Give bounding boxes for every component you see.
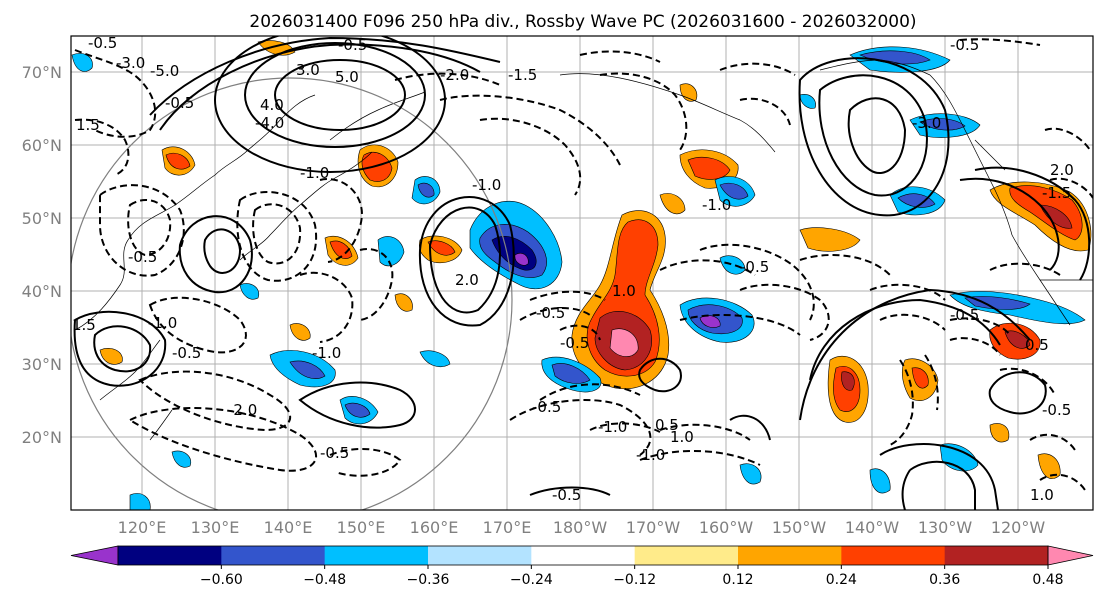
map-panel: -0.5 -3.0 -5.0 -4.0 3.0 5.0 4.0 -0.5 1.5… (71, 34, 1093, 510)
contour-label: 0.5 (1025, 336, 1049, 354)
contour-label: 0.5 (655, 416, 679, 434)
lat-label: 40°N (22, 282, 62, 301)
colorbar-tick-label: −0.48 (303, 572, 346, 588)
lat-label: 60°N (22, 136, 62, 155)
lat-label: 70°N (22, 63, 62, 82)
colorbar-tick-label: 0.12 (722, 572, 753, 588)
lon-label: 170°W (626, 518, 681, 537)
lon-label: 140°E (264, 518, 313, 537)
lon-label: 180°W (553, 518, 608, 537)
reference-circle (71, 77, 513, 510)
colorbar-swatch (324, 546, 429, 565)
colorbar-frame (117, 545, 1049, 566)
contour-label: -5.0 (150, 62, 179, 80)
contour-label: 1.0 (670, 428, 694, 446)
contour-label: -3.0 (912, 114, 941, 132)
contour-label: -1.0 (598, 418, 627, 436)
colorbar-swatch (738, 546, 842, 565)
contour-label: -0.5 (560, 334, 589, 352)
contour-label: -0.5 (338, 36, 367, 54)
contour-label: -1.5 (508, 66, 537, 84)
longitude-labels: 120°E 130°E 140°E 150°E 160°E 170°E 180°… (118, 518, 1046, 537)
colorbar-swatch (634, 546, 739, 565)
map-frame (70, 35, 1094, 511)
contour-label: 1.5 (72, 316, 96, 334)
contour-labels: -0.5 -3.0 -5.0 -4.0 3.0 5.0 4.0 -0.5 1.5… (72, 34, 1074, 504)
contour-label: -0.5 (172, 344, 201, 362)
contour-label: -0.5 (128, 248, 157, 266)
lon-label: 120°W (991, 518, 1046, 537)
contour-label: -1.5 (1042, 184, 1071, 202)
contour-label: -1.0 (300, 164, 329, 182)
contour-label: -2.0 (228, 401, 257, 419)
lon-label: 160°E (410, 518, 459, 537)
lon-label: 150°W (772, 518, 827, 537)
colorbar-swatch (531, 546, 636, 565)
lon-label: 130°W (918, 518, 973, 537)
contour-label: -2.0 (440, 66, 469, 84)
contour-label: -0.5 (532, 398, 561, 416)
contour-label: -0.5 (536, 304, 565, 322)
contour-label: 1.5 (76, 116, 100, 134)
contour-label: -0.5 (552, 486, 581, 504)
colorbar-tick-label: 0.36 (929, 572, 960, 588)
lat-label: 20°N (22, 428, 62, 447)
contour-label: 5.0 (335, 68, 359, 86)
contour-label: -1.0 (148, 314, 177, 332)
contour-label: -4.0 (255, 114, 284, 132)
colorbar-swatch (118, 546, 222, 565)
colorbar-tick-label: −0.24 (510, 572, 553, 588)
colorbar-tick-label: 0.24 (826, 572, 857, 588)
lon-label: 160°W (699, 518, 754, 537)
latitude-labels: 70°N 60°N 50°N 40°N 30°N 20°N (22, 63, 62, 447)
contour-label: 1.0 (1030, 486, 1054, 504)
contour-label: -1.0 (636, 446, 665, 464)
contour-label: -3.0 (116, 54, 145, 72)
contour-label: 1.0 (612, 282, 636, 300)
contour-label: -0.5 (320, 444, 349, 462)
colorbar-tick-label: −0.60 (200, 572, 243, 588)
colorbar-tick-label: −0.12 (613, 572, 656, 588)
colorbar-tick-label: 0.48 (1032, 572, 1063, 588)
lon-label: 140°W (845, 518, 900, 537)
colorbar-swatch (428, 546, 532, 565)
colorbar-tick-label: −0.36 (407, 572, 450, 588)
contour-label: -0.5 (740, 258, 769, 276)
contour-label: -1.0 (472, 176, 501, 194)
contour-label: -0.5 (950, 36, 979, 54)
contour-label: -0.5 (88, 34, 117, 52)
contour-label: -0.5 (1042, 401, 1071, 419)
contour-label: -1.0 (312, 344, 341, 362)
colorbar-extend-low (70, 545, 119, 566)
contour-label: -0.5 (165, 94, 194, 112)
lon-label: 150°E (337, 518, 386, 537)
lon-label: 170°E (483, 518, 532, 537)
lat-label: 50°N (22, 209, 62, 228)
positive-contours (73, 36, 1091, 510)
contour-label: 2.0 (455, 271, 479, 289)
colorbar-swatch (944, 546, 1049, 565)
lon-label: 120°E (118, 518, 167, 537)
negative-contours (74, 38, 1093, 491)
colorbar-swatch (221, 546, 326, 565)
contour-label: -0.5 (950, 306, 979, 324)
lat-label: 30°N (22, 355, 62, 374)
contour-label: 3.0 (296, 61, 320, 79)
colorbar-swatch (841, 546, 946, 565)
colorbar-extend-high (1047, 545, 1094, 566)
contour-label: -1.0 (702, 196, 731, 214)
contour-label: 4.0 (260, 96, 284, 114)
lon-label: 130°E (191, 518, 240, 537)
figure-title: 2026031400 F096 250 hPa div., Rossby Wav… (249, 12, 916, 32)
colorbar: −0.60 −0.48 −0.36 −0.24 −0.12 0.12 0.24 0.36 0.4… (70, 545, 1094, 588)
contour-label: 2.0 (1050, 161, 1074, 179)
